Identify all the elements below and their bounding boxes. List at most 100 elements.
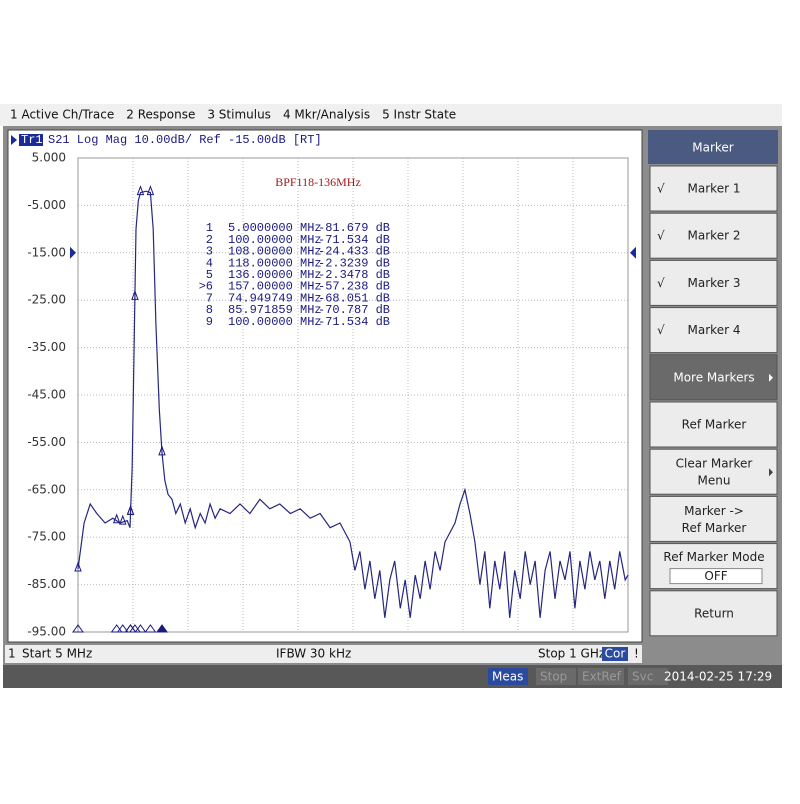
- softkey-check: √: [657, 276, 665, 290]
- softkey-title-bg: [648, 130, 778, 164]
- marker-value: -57.238 dB: [318, 280, 390, 294]
- status-item: Stop: [540, 670, 567, 684]
- marker-value: -71.534 dB: [318, 233, 390, 247]
- trace-arrow: [11, 135, 17, 145]
- marker-axis-triangle: [110, 624, 123, 633]
- marker-axis-triangle: [156, 624, 168, 633]
- softkey[interactable]: [649, 307, 778, 354]
- softkey-label: More Markers: [673, 370, 754, 384]
- marker-id: 8: [206, 303, 213, 317]
- ref-arrow: [70, 246, 76, 259]
- y-tick-label: -95.00: [27, 625, 66, 639]
- marker-freq: 136.00000 MHz: [228, 268, 322, 282]
- marker-value: -68.051 dB: [318, 291, 390, 305]
- softkey[interactable]: [649, 212, 778, 259]
- marker-id: 7: [206, 291, 213, 305]
- softkey-label: Marker 2: [688, 229, 741, 243]
- status-box: [628, 668, 668, 685]
- marker-freq: 100.00000 MHz: [228, 233, 322, 247]
- y-tick-label: -15.00: [27, 245, 66, 259]
- marker-axis-triangle: [116, 624, 129, 633]
- marker-id: >6: [199, 280, 213, 294]
- cor-bg: [602, 647, 628, 661]
- status-item: Svc: [632, 670, 653, 684]
- marker-freq: 85.971859 MHz: [228, 303, 322, 317]
- softkey-label: Marker 1: [688, 182, 741, 196]
- menu-item[interactable]: 3 Stimulus: [207, 108, 271, 122]
- marker-freq: 108.00000 MHz: [228, 245, 322, 259]
- marker-freq: 100.00000 MHz: [228, 315, 322, 329]
- marker-triangle: [126, 504, 135, 515]
- y-tick-label: -5.000: [27, 198, 66, 212]
- marker-value: -24.433 dB: [318, 245, 390, 259]
- submenu-arrow: [769, 468, 773, 477]
- plot-panel: [7, 129, 643, 643]
- softkey-label: Ref Marker: [682, 521, 747, 535]
- marker-id: 3: [206, 245, 213, 259]
- ref-arrow: [630, 246, 636, 259]
- marker-value: -70.787 dB: [318, 303, 390, 317]
- footer-cor: Cor: [605, 647, 626, 661]
- softkey[interactable]: [649, 354, 778, 401]
- softkey-check: √: [657, 323, 665, 337]
- marker-triangle: [146, 185, 155, 196]
- marker-value: -2.3239 dB: [318, 256, 390, 270]
- marker-value: -81.679 dB: [318, 221, 390, 235]
- menu-item[interactable]: 1 Active Ch/Trace: [10, 108, 114, 122]
- marker-axis-triangle: [124, 624, 137, 633]
- footer-bar: [5, 645, 642, 663]
- y-tick-label: -45.00: [27, 388, 66, 402]
- softkey-label: Menu: [698, 474, 731, 488]
- softkey[interactable]: [649, 165, 778, 212]
- marker-value: -2.3478 dB: [318, 268, 390, 282]
- softkey-label: Marker ->: [684, 504, 744, 518]
- marker-id: 5: [206, 268, 213, 282]
- softkey[interactable]: [649, 259, 778, 306]
- softkey[interactable]: [649, 448, 778, 495]
- softkey-check: √: [657, 229, 665, 243]
- marker-triangle: [158, 445, 166, 456]
- softkey[interactable]: [649, 401, 778, 448]
- marker-triangle: [119, 514, 127, 525]
- footer-start: Start 5 MHz: [22, 647, 92, 661]
- marker-triangle: [112, 513, 121, 524]
- softkey-title: Marker: [692, 141, 734, 155]
- softkey-label: Clear Marker: [676, 457, 753, 471]
- marker-id: 9: [206, 315, 213, 329]
- y-tick-label: -25.00: [27, 293, 66, 307]
- softkey[interactable]: [649, 590, 778, 637]
- trace-tag: Tr1: [21, 133, 43, 147]
- marker-freq: 157.00000 MHz: [228, 280, 322, 294]
- marker-triangle: [74, 561, 82, 572]
- plot-border: [77, 157, 629, 633]
- softkey[interactable]: [649, 495, 778, 542]
- marker-axis-triangle: [144, 624, 157, 633]
- trace-header: S21 Log Mag 10.00dB/ Ref -15.00dB [RT]: [48, 133, 322, 147]
- footer-stop: Stop 1 GHz: [538, 647, 605, 661]
- marker-axis-triangle: [134, 624, 147, 633]
- y-tick-label: -35.00: [27, 340, 66, 354]
- softkey-value: OFF: [704, 569, 727, 583]
- status-box: [488, 668, 528, 685]
- marker-freq: 118.00000 MHz: [228, 256, 322, 270]
- menu-bar: [0, 104, 782, 126]
- marker-id: 4: [206, 256, 213, 270]
- softkey-label: Ref Marker Mode: [663, 550, 764, 564]
- marker-value: -71.534 dB: [318, 315, 390, 329]
- status-item: ExtRef: [582, 670, 622, 684]
- submenu-arrow: [769, 373, 773, 382]
- chart-title: BPF118-136MHz: [275, 175, 361, 189]
- menu-item[interactable]: 5 Instr State: [382, 108, 456, 122]
- trace: [77, 190, 629, 618]
- y-tick-label: -65.00: [27, 482, 66, 496]
- menu-item[interactable]: 4 Mkr/Analysis: [283, 108, 370, 122]
- marker-id: 1: [206, 221, 213, 235]
- softkey-label: Marker 4: [688, 323, 741, 337]
- footer-alert: !: [634, 647, 639, 661]
- y-tick-label: -85.00: [27, 577, 66, 591]
- menu-item[interactable]: 2 Response: [126, 108, 195, 122]
- status-box: [536, 668, 576, 685]
- marker-freq: 74.949749 MHz: [228, 291, 322, 305]
- marker-triangle: [131, 289, 139, 300]
